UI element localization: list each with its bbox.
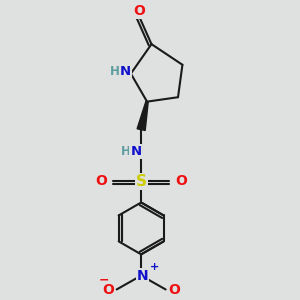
Text: S: S [136,174,147,189]
Text: N: N [130,145,141,158]
Text: O: O [102,283,114,297]
Text: +: + [149,262,159,272]
Text: H: H [110,65,120,78]
Text: O: O [169,283,180,297]
Text: N: N [120,65,131,78]
Text: N: N [137,268,148,283]
Polygon shape [137,101,148,130]
Text: −: − [98,274,109,286]
Text: O: O [95,174,107,188]
Text: O: O [176,174,188,188]
Text: O: O [133,4,145,18]
Text: H: H [121,145,131,158]
